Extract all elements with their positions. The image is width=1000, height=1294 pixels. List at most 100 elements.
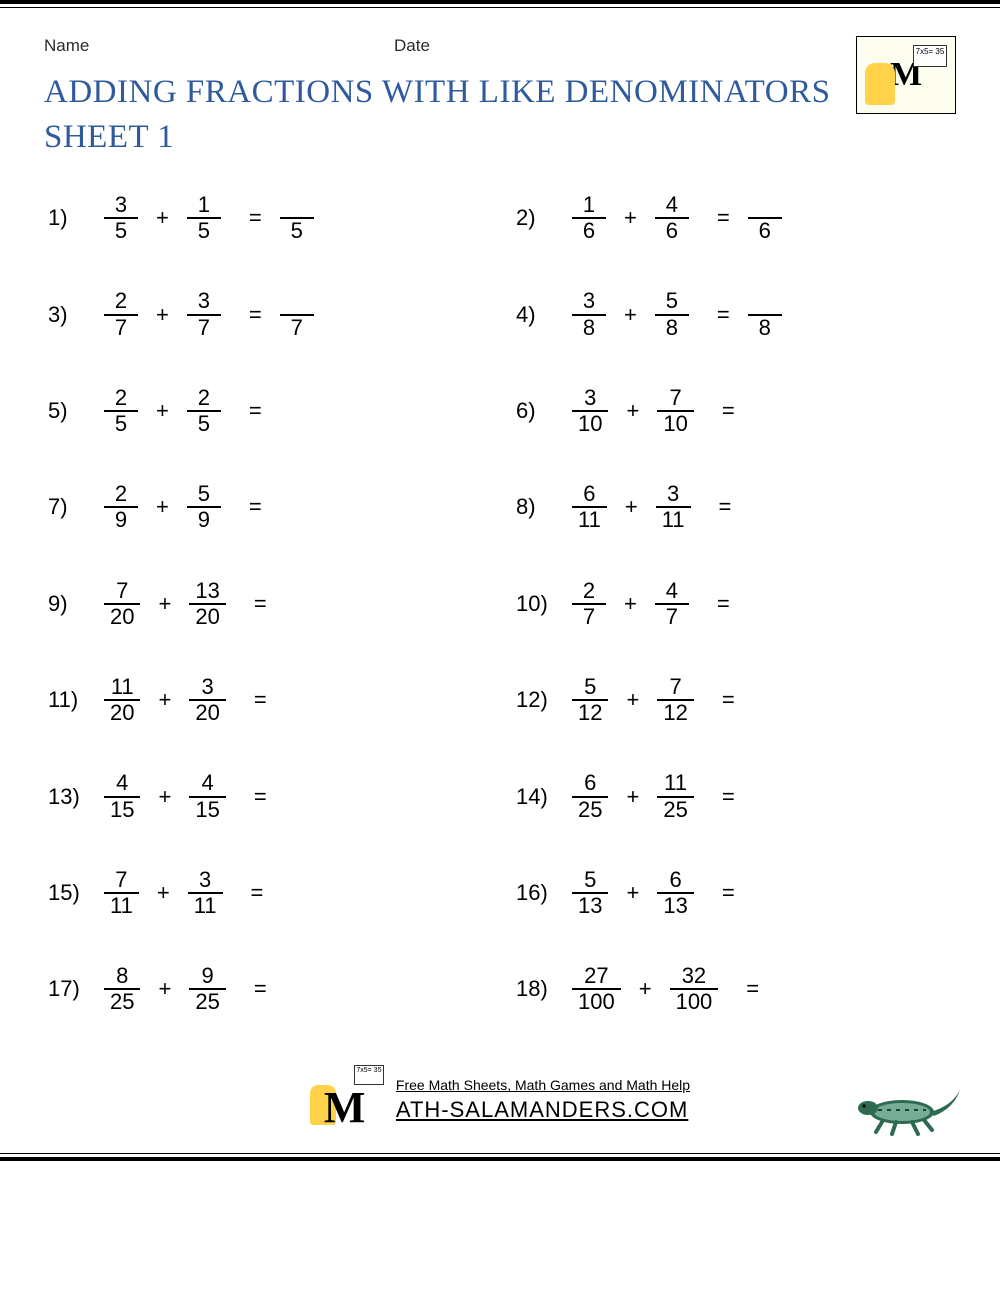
fraction-a: 310 <box>572 386 608 436</box>
numerator: 6 <box>578 771 602 795</box>
plus-op: + <box>624 302 637 328</box>
denominator: 7 <box>285 316 309 340</box>
denominator: 6 <box>753 219 777 243</box>
problem-number: 6) <box>514 398 560 424</box>
problem: 2)16+46=6 <box>514 193 954 243</box>
chalkboard-icon: 7x5= 35 <box>913 45 947 67</box>
title-line-2: SHEET 1 <box>44 115 836 160</box>
denominator: 5 <box>285 219 309 243</box>
denominator: 7 <box>109 316 133 340</box>
equals-op: = <box>249 398 262 424</box>
numerator <box>285 193 309 217</box>
fraction-b: 37 <box>187 289 221 339</box>
denominator: 20 <box>104 701 140 725</box>
numerator: 5 <box>660 289 684 313</box>
numerator: 2 <box>109 482 133 506</box>
numerator <box>753 193 777 217</box>
problem: 3)27+37=7 <box>46 289 486 339</box>
title-line-1: ADDING FRACTIONS WITH LIKE DENOMINATORS <box>44 70 836 115</box>
answer-fraction: 5 <box>280 193 314 243</box>
denominator: 20 <box>189 605 225 629</box>
problem-row: 1)35+15=52)16+46=6 <box>46 193 954 243</box>
denominator: 13 <box>657 894 693 918</box>
plus-op: + <box>626 880 639 906</box>
problem-number: 15) <box>46 880 92 906</box>
fraction-b: 58 <box>655 289 689 339</box>
problem: 10)27+47= <box>514 579 954 629</box>
denominator: 6 <box>660 219 684 243</box>
fraction-a: 35 <box>104 193 138 243</box>
denominator: 5 <box>109 219 133 243</box>
numerator: 4 <box>660 579 684 603</box>
m-logo-icon: M <box>324 1082 366 1133</box>
problem: 8)611+311= <box>514 482 954 532</box>
fraction-b: 46 <box>655 193 689 243</box>
fraction-a: 16 <box>572 193 606 243</box>
top-rule-thick <box>0 0 1000 4</box>
numerator <box>753 290 777 314</box>
problem: 17)825+925= <box>46 964 486 1014</box>
header-row: Name Date ADDING FRACTIONS WITH LIKE DEN… <box>44 36 956 159</box>
numerator: 7 <box>663 675 687 699</box>
fraction-b: 25 <box>187 386 221 436</box>
page-title: ADDING FRACTIONS WITH LIKE DENOMINATORS … <box>44 70 836 159</box>
problem-number: 7) <box>46 494 92 520</box>
plus-op: + <box>624 205 637 231</box>
numerator: 5 <box>578 868 602 892</box>
denominator: 8 <box>577 316 601 340</box>
fraction-b: 320 <box>189 675 225 725</box>
numerator: 6 <box>663 868 687 892</box>
problem: 5)25+25= <box>46 386 486 436</box>
fraction-a: 825 <box>104 964 140 1014</box>
plus-op: + <box>156 494 169 520</box>
problem: 16)513+613= <box>514 868 954 918</box>
denominator: 12 <box>657 701 693 725</box>
denominator: 20 <box>104 605 140 629</box>
fraction-a: 512 <box>572 675 608 725</box>
problem-number: 10) <box>514 591 560 617</box>
denominator: 25 <box>104 990 140 1014</box>
problem-number: 9) <box>46 591 92 617</box>
denominator: 11 <box>104 894 139 918</box>
fraction-a: 513 <box>572 868 608 918</box>
denominator: 5 <box>109 412 133 436</box>
denominator: 8 <box>753 316 777 340</box>
fraction-a: 38 <box>572 289 606 339</box>
header-left: Name Date ADDING FRACTIONS WITH LIKE DEN… <box>44 36 836 159</box>
fraction-a: 29 <box>104 482 138 532</box>
problem-number: 1) <box>46 205 92 231</box>
fraction-a: 27 <box>572 579 606 629</box>
plus-op: + <box>639 976 652 1002</box>
plus-op: + <box>158 976 171 1002</box>
denominator: 13 <box>572 894 608 918</box>
denominator: 6 <box>577 219 601 243</box>
problem-number: 14) <box>514 784 560 810</box>
numerator: 11 <box>105 675 140 699</box>
problem-number: 11) <box>46 687 92 713</box>
fraction-b: 47 <box>655 579 689 629</box>
denominator: 20 <box>189 701 225 725</box>
problem-number: 16) <box>514 880 560 906</box>
equals-op: = <box>249 302 262 328</box>
footer-inner: M 7x5= 35 Free Math Sheets, Math Games a… <box>310 1065 690 1135</box>
problem: 18)27100+32100= <box>514 964 954 1014</box>
fraction-b: 311 <box>188 868 223 918</box>
problem: 4)38+58=8 <box>514 289 954 339</box>
fraction-b: 415 <box>189 771 225 821</box>
numerator: 5 <box>578 675 602 699</box>
denominator: 25 <box>657 798 693 822</box>
fraction-b: 712 <box>657 675 693 725</box>
equals-op: = <box>254 687 267 713</box>
fraction-a: 720 <box>104 579 140 629</box>
problem: 7)29+59= <box>46 482 486 532</box>
denominator: 10 <box>572 412 608 436</box>
plus-op: + <box>156 205 169 231</box>
equals-op: = <box>746 976 759 1002</box>
denominator: 100 <box>572 990 621 1014</box>
problem-row: 3)27+37=74)38+58=8 <box>46 289 954 339</box>
footer-tagline: Free Math Sheets, Math Games and Math He… <box>396 1077 690 1093</box>
equals-op: = <box>722 687 735 713</box>
equals-op: = <box>249 494 262 520</box>
equals-op: = <box>717 302 730 328</box>
fraction-b: 1320 <box>189 579 225 629</box>
